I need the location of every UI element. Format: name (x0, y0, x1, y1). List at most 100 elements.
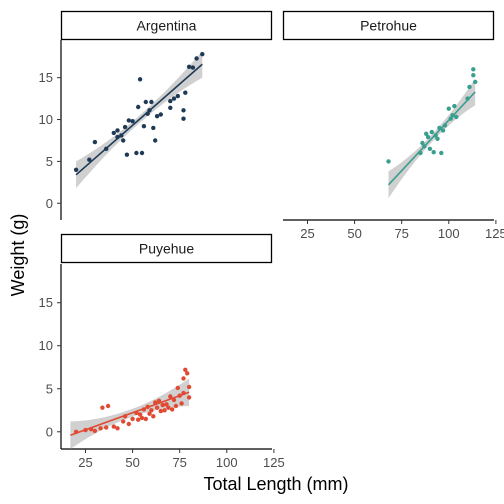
data-point (149, 408, 154, 413)
data-point (427, 146, 433, 151)
data-point (141, 124, 147, 129)
data-point (126, 118, 131, 123)
data-point (185, 371, 190, 376)
data-point (92, 139, 98, 145)
data-point (162, 408, 167, 413)
data-point (471, 67, 476, 72)
data-point (139, 150, 145, 156)
facet-panel-petrohue: Petrohue 25 50 75 100 125 (282, 10, 504, 241)
data-point (154, 405, 160, 410)
data-point (452, 103, 457, 109)
data-point (183, 367, 188, 372)
data-point (151, 414, 156, 419)
data-point (194, 56, 199, 61)
data-point (126, 421, 131, 427)
data-point (115, 426, 120, 431)
data-point (467, 84, 472, 90)
data-point (166, 405, 171, 410)
fit-line (75, 63, 203, 176)
y-axis-title: Weight (g) (8, 214, 28, 297)
data-point (154, 114, 160, 119)
data-point (186, 384, 192, 390)
y-tick-label: 0 (46, 196, 53, 211)
data-point (158, 112, 163, 117)
data-point (171, 96, 177, 101)
data-point (100, 405, 105, 410)
data-point (200, 52, 205, 57)
data-point (87, 157, 92, 162)
x-tick-label: 25 (78, 455, 92, 470)
facet-strip (60, 10, 273, 41)
data-point (147, 411, 152, 416)
fit-line (70, 391, 190, 436)
data-point (143, 99, 148, 105)
facet-strip (60, 233, 273, 264)
data-point (111, 130, 117, 136)
x-tick-label: 125 (263, 455, 285, 470)
x-tick-label: 50 (347, 226, 361, 241)
x-tick-label: 75 (172, 455, 186, 470)
facet-panel-puyehue: Puyehue 0 5 10 15 25 50 75 100 125 (39, 233, 285, 470)
facet-strip-label: Puyehue (139, 241, 194, 257)
data-point (181, 108, 186, 113)
data-point (160, 402, 165, 408)
data-point (92, 428, 98, 434)
facet-strip-label: Petrohue (360, 18, 417, 34)
data-point (158, 408, 163, 414)
data-point (111, 424, 117, 429)
x-tick-label: 25 (300, 226, 314, 241)
data-point (149, 99, 154, 105)
data-point (168, 98, 173, 104)
data-point (137, 77, 143, 82)
data-point (473, 79, 478, 85)
data-point (115, 128, 120, 133)
data-point (137, 412, 143, 417)
facet-strip (282, 10, 495, 41)
data-point (173, 403, 179, 409)
data-point (143, 416, 148, 422)
data-point (151, 125, 156, 131)
y-tick-label: 5 (46, 381, 53, 396)
data-point (168, 105, 173, 111)
data-point (183, 90, 188, 95)
data-point (98, 426, 103, 431)
data-point (424, 131, 429, 136)
data-point (175, 385, 180, 391)
data-point (435, 136, 440, 141)
data-point (136, 417, 141, 422)
data-point (446, 106, 451, 111)
data-point (164, 402, 169, 407)
y-tick-label: 5 (46, 154, 53, 169)
data-point (122, 124, 128, 130)
y-tick-label: 15 (39, 70, 53, 85)
data-point (130, 416, 135, 422)
data-point (168, 394, 173, 399)
data-point (105, 403, 111, 409)
data-point (471, 73, 476, 78)
x-tick-label: 75 (394, 226, 408, 241)
y-tick-label: 10 (39, 112, 53, 127)
x-tick-label: 50 (125, 455, 139, 470)
data-point (425, 134, 431, 140)
x-tick-label: 100 (438, 226, 460, 241)
data-point (420, 140, 425, 146)
data-point (186, 395, 192, 400)
y-tick-label: 15 (39, 295, 53, 310)
data-point (440, 128, 446, 133)
data-point (429, 129, 434, 135)
data-point (130, 119, 135, 124)
fit-line (387, 91, 476, 186)
data-point (454, 114, 459, 120)
data-point (134, 150, 139, 156)
x-axis-title: Total Length (mm) (203, 474, 348, 494)
data-point (104, 425, 109, 430)
data-point (121, 419, 126, 424)
facet-panel-argentina: Argentina 0 5 10 15 (39, 10, 273, 220)
data-point (153, 138, 158, 143)
data-point (179, 401, 184, 406)
data-point (121, 138, 126, 143)
data-point (170, 407, 175, 412)
y-tick-label: 0 (46, 424, 53, 439)
data-point (175, 93, 180, 99)
